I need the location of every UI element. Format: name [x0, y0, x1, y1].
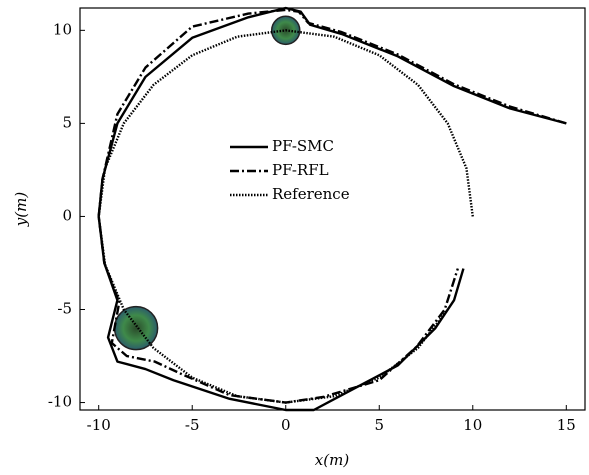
y-tick-label: -10 [48, 393, 72, 411]
y-tick-label: 5 [62, 113, 72, 131]
trajectory [97, 6, 567, 412]
x-tick-label: 10 [463, 416, 482, 434]
legend-label: PF-SMC [272, 137, 334, 155]
obstacle [113, 305, 159, 351]
y-tick-label: 10 [53, 20, 72, 38]
plot-frame [79, 7, 586, 411]
legend-label: Reference [272, 185, 350, 203]
x-tick-label: -10 [87, 416, 111, 434]
y-axis-label: y(m) [12, 192, 30, 228]
legend-label: PF-RFL [272, 161, 329, 179]
x-tick-label: 0 [281, 416, 291, 434]
y-tick-label: -5 [57, 300, 72, 318]
x-tick-label: 5 [374, 416, 384, 434]
x-axis-label: x(m) [315, 451, 350, 469]
y-tick-label: 0 [62, 206, 72, 224]
trajectory [97, 8, 567, 404]
x-tick-label: 15 [557, 416, 576, 434]
trajectory [97, 29, 474, 404]
x-tick-label: -5 [185, 416, 200, 434]
